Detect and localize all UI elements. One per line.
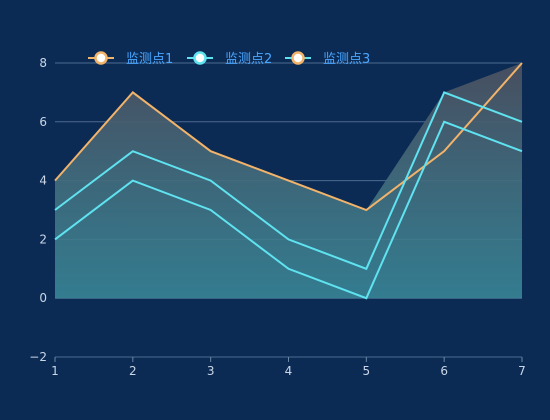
y-tick-label: 8 xyxy=(39,56,47,70)
legend-label: 监测点2 xyxy=(225,52,272,67)
axes: −2 0 2 4 6 8 1 2 3 4 5 6 7 xyxy=(29,56,526,378)
x-tick-label: 2 xyxy=(129,364,137,378)
legend-marker-icon xyxy=(291,51,305,65)
legend-marker-icon xyxy=(94,51,108,65)
legend[interactable]: 监测点1 监测点2 监测点3 xyxy=(88,51,370,67)
x-tick-label: 4 xyxy=(285,364,293,378)
y-tick-label: 2 xyxy=(39,232,47,246)
series-line-1 xyxy=(54,62,523,212)
legend-item-3[interactable]: 监测点3 xyxy=(285,51,370,67)
legend-label: 监测点3 xyxy=(323,52,370,67)
legend-label: 监测点1 xyxy=(126,52,173,67)
x-tick-label: 5 xyxy=(363,364,371,378)
x-tick-label: 6 xyxy=(440,364,448,378)
y-tick-label: −2 xyxy=(29,350,47,364)
x-tick-label: 3 xyxy=(207,364,215,378)
series-lines xyxy=(54,62,523,300)
legend-item-1[interactable]: 监测点1 xyxy=(88,51,173,67)
y-tick-label: 0 xyxy=(39,291,47,305)
x-tick-label: 1 xyxy=(51,364,59,378)
y-tick-label: 4 xyxy=(39,174,47,188)
legend-item-2[interactable]: 监测点2 xyxy=(187,51,272,67)
legend-marker-icon xyxy=(193,51,207,65)
series-line-3 xyxy=(54,120,523,300)
series-line-2 xyxy=(54,91,523,271)
y-tick-label: 6 xyxy=(39,115,47,129)
x-tick-label: 7 xyxy=(518,364,526,378)
